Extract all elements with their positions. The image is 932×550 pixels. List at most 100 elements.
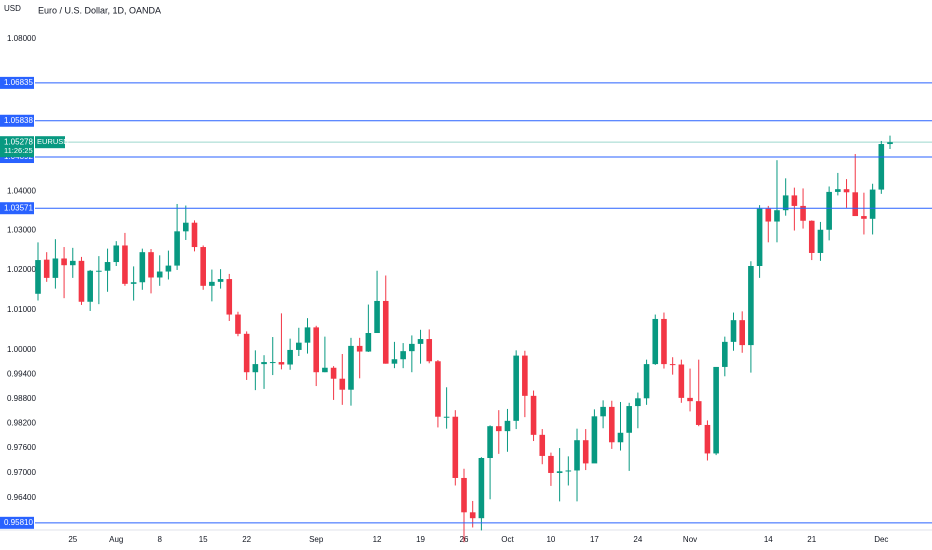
candle-body bbox=[791, 195, 798, 206]
candle-body bbox=[782, 195, 789, 211]
y-tick-label: 0.98800 bbox=[7, 394, 36, 403]
candle-body bbox=[217, 279, 224, 282]
candle-body bbox=[374, 300, 380, 334]
y-tick-label: 0.97000 bbox=[7, 468, 36, 477]
candle-body bbox=[652, 318, 659, 365]
candle-body bbox=[808, 220, 815, 253]
candle-body bbox=[139, 252, 146, 283]
candle-body bbox=[330, 367, 337, 379]
x-tick-label: Aug bbox=[109, 535, 123, 544]
price-label: 1.06835 bbox=[4, 78, 33, 87]
candle-body bbox=[626, 406, 632, 433]
candle-body bbox=[104, 262, 111, 271]
candle-body bbox=[695, 401, 702, 425]
candle-body bbox=[635, 398, 641, 407]
candle-body bbox=[608, 406, 615, 443]
y-tick-label: 0.96400 bbox=[7, 493, 36, 502]
candle-body bbox=[469, 512, 476, 519]
y-tick-label: 0.97600 bbox=[7, 443, 36, 452]
x-tick-label: 15 bbox=[199, 535, 208, 544]
price-label-box bbox=[0, 202, 34, 215]
candle-body bbox=[61, 258, 67, 266]
candle-body bbox=[156, 271, 163, 278]
candle-body bbox=[878, 144, 885, 190]
candle-body bbox=[35, 260, 41, 294]
candle-body bbox=[887, 142, 893, 145]
candle-body bbox=[200, 247, 206, 286]
candle-body bbox=[339, 378, 346, 390]
y-tick-label: 0.98200 bbox=[7, 418, 36, 427]
price-label-box bbox=[0, 76, 34, 89]
candle-body bbox=[582, 440, 589, 464]
price-label: 0.95810 bbox=[4, 518, 33, 527]
candle-body bbox=[739, 320, 746, 346]
candle-body bbox=[678, 364, 685, 398]
x-tick-label: 22 bbox=[242, 535, 251, 544]
candle-body bbox=[426, 339, 433, 362]
x-tick-label: 10 bbox=[546, 535, 555, 544]
candle-body bbox=[391, 359, 398, 364]
symbol-tag bbox=[35, 136, 65, 149]
x-tick-label: 21 bbox=[807, 535, 816, 544]
candle-body bbox=[409, 343, 415, 352]
candle-body bbox=[869, 189, 876, 219]
candle-body bbox=[435, 361, 441, 417]
x-tick-label: Oct bbox=[501, 535, 514, 544]
candle-body bbox=[756, 208, 763, 266]
candle-body bbox=[96, 270, 102, 272]
candle-body bbox=[148, 252, 154, 278]
x-tick-label: Nov bbox=[683, 535, 697, 544]
candle-body bbox=[722, 341, 728, 367]
x-tick-label: Sep bbox=[309, 535, 324, 544]
candle-body bbox=[713, 366, 719, 454]
candle-body bbox=[765, 208, 772, 222]
candle-body bbox=[304, 327, 311, 343]
candle-body bbox=[774, 210, 780, 222]
candle-body bbox=[669, 364, 676, 366]
candle-body bbox=[452, 416, 459, 478]
y-tick-label: 1.08000 bbox=[7, 34, 36, 43]
y-tick-label: 0.99400 bbox=[7, 369, 36, 378]
countdown: 11:26:25 bbox=[4, 146, 33, 155]
candle-body bbox=[704, 424, 711, 454]
candle-body bbox=[348, 345, 354, 390]
candle-body bbox=[235, 314, 241, 334]
current-price-label: 1.05278 bbox=[4, 137, 33, 146]
candle-body bbox=[287, 349, 293, 365]
candle-body bbox=[478, 458, 485, 519]
candle-body bbox=[113, 245, 120, 263]
candle-body bbox=[539, 434, 546, 456]
candle-body bbox=[461, 477, 467, 513]
candle-body bbox=[382, 300, 389, 364]
candle-body bbox=[548, 455, 554, 473]
candle-body bbox=[296, 342, 302, 350]
y-tick-label: 1.03000 bbox=[7, 226, 36, 235]
candle-body bbox=[122, 245, 128, 284]
candle-body bbox=[643, 364, 650, 399]
candle-body bbox=[574, 440, 580, 471]
candle-body bbox=[43, 259, 50, 278]
candle-body bbox=[530, 395, 537, 435]
x-tick-label: 12 bbox=[373, 535, 382, 544]
candle-body bbox=[817, 229, 824, 253]
candle-body bbox=[748, 265, 754, 346]
candle-body bbox=[78, 260, 85, 302]
candle-body bbox=[487, 426, 493, 459]
candle-body bbox=[243, 333, 250, 373]
price-label: 1.05838 bbox=[4, 116, 33, 125]
candle-body bbox=[313, 327, 320, 373]
y-tick-label: 1.04000 bbox=[7, 187, 36, 196]
candle-body bbox=[861, 216, 867, 219]
x-tick-label: 14 bbox=[764, 535, 773, 544]
candle-body bbox=[400, 351, 406, 360]
candle-body bbox=[835, 189, 841, 192]
candle-body bbox=[852, 192, 859, 217]
price-label-box bbox=[0, 516, 34, 529]
x-tick-label: Dec bbox=[874, 535, 888, 544]
x-tick-label: 25 bbox=[68, 535, 77, 544]
candle-body bbox=[130, 282, 137, 284]
candle-body bbox=[513, 355, 519, 421]
y-tick-label: 1.00000 bbox=[7, 345, 36, 354]
symbol-label: EURUSD bbox=[37, 137, 69, 146]
